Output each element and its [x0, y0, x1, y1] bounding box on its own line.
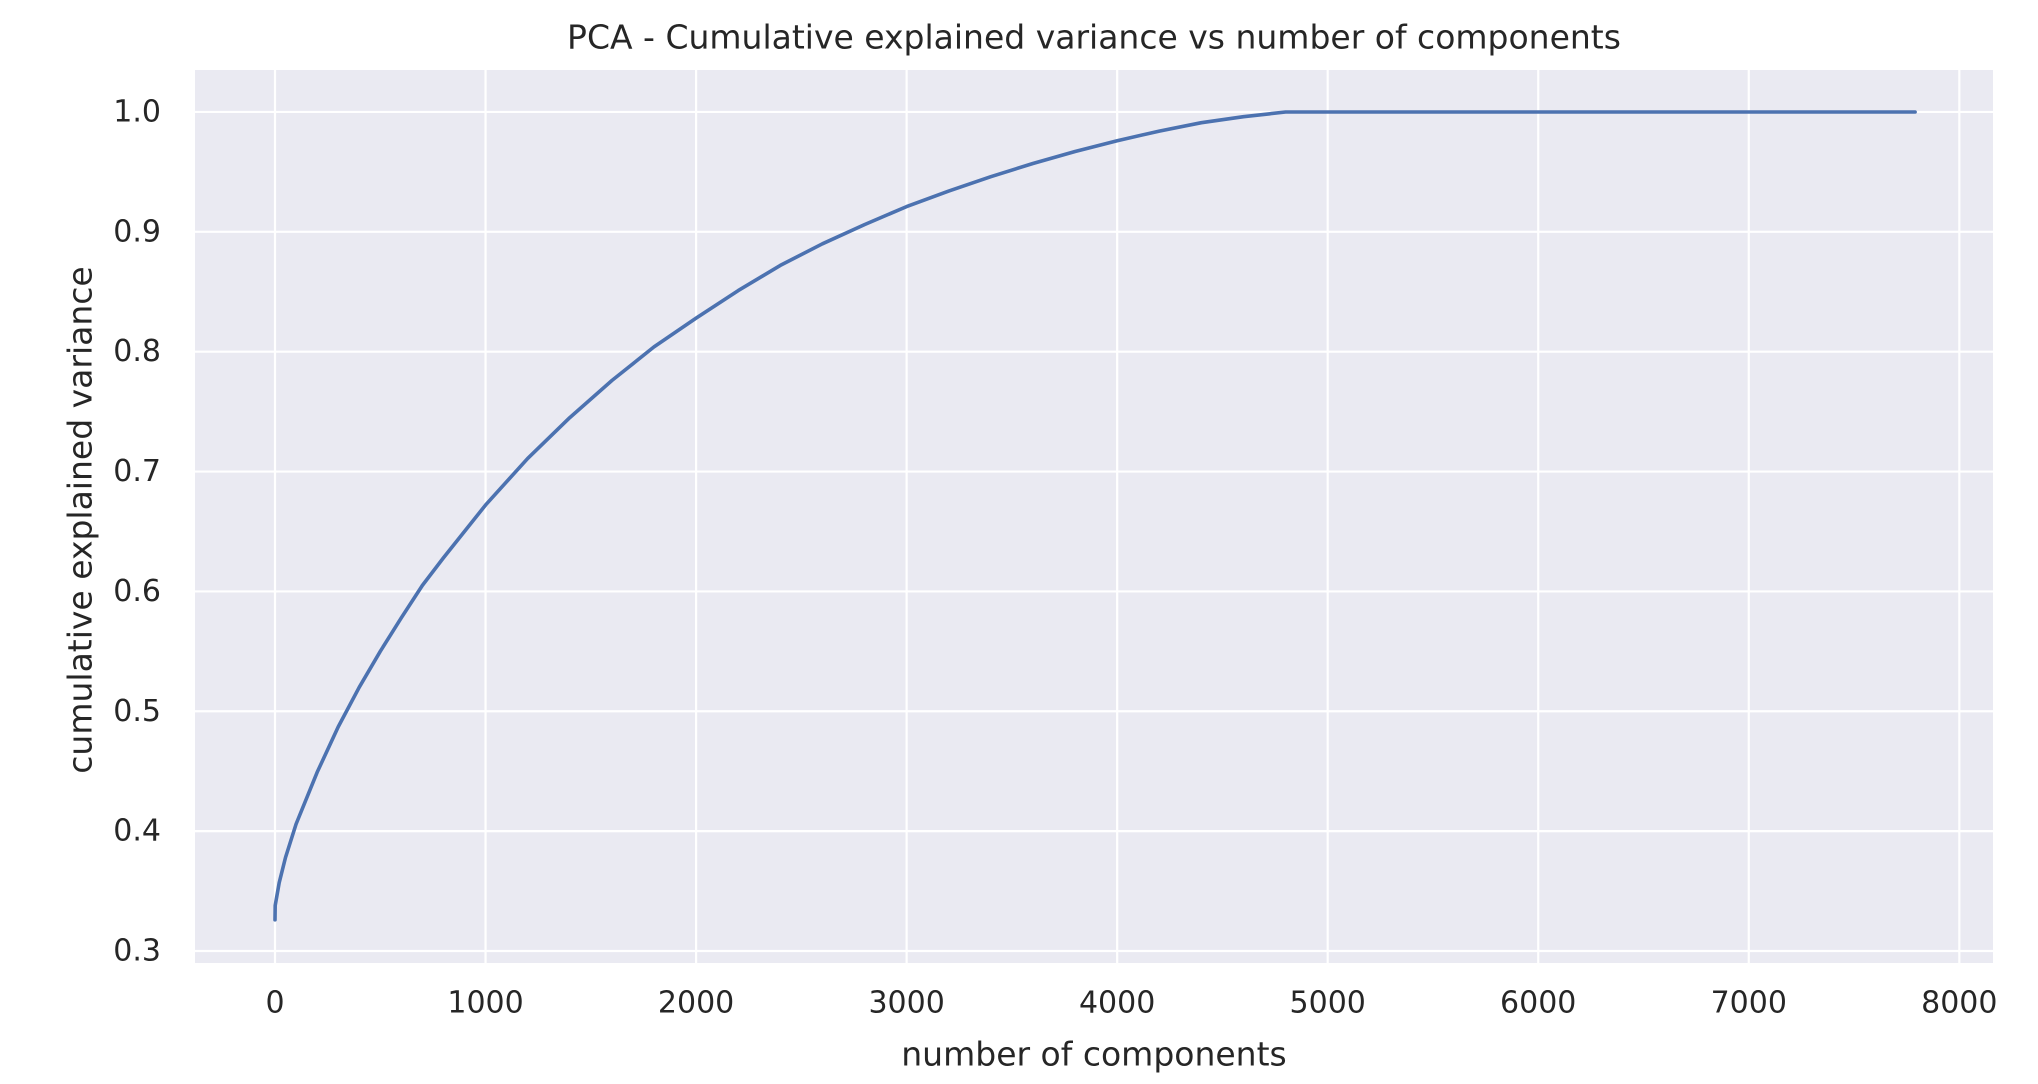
x-tick-label: 5000 — [1290, 986, 1366, 1021]
x-tick-label: 0 — [265, 986, 284, 1021]
x-tick-label: 6000 — [1500, 986, 1576, 1021]
y-tick-label: 0.4 — [113, 814, 161, 849]
y-tick-label: 0.7 — [113, 454, 161, 489]
x-tick-label: 7000 — [1711, 986, 1787, 1021]
plot-area — [195, 70, 1993, 963]
y-tick-label: 1.0 — [113, 94, 161, 129]
series-layer — [273, 110, 1917, 922]
y-axis-label: cumulative explained variance — [61, 266, 100, 773]
y-tick-label: 0.5 — [113, 694, 161, 729]
x-tick-label: 1000 — [447, 986, 523, 1021]
y-tick-labels: 0.3 0.4 0.5 0.6 0.7 0.8 0.9 1.0 — [113, 94, 161, 968]
x-tick-labels: 0 1000 2000 3000 4000 5000 6000 7000 8000 — [265, 986, 1997, 1021]
series-line — [273, 110, 1917, 922]
x-axis-label: number of components — [901, 1035, 1286, 1074]
y-tick-label: 0.8 — [113, 334, 161, 369]
x-tick-label: 8000 — [1921, 986, 1997, 1021]
x-tick-label: 2000 — [658, 986, 734, 1021]
y-tick-label: 0.3 — [113, 934, 161, 969]
x-tick-label: 3000 — [868, 986, 944, 1021]
chart-title: PCA - Cumulative explained variance vs n… — [567, 18, 1621, 57]
y-tick-label: 0.9 — [113, 214, 161, 249]
x-tick-label: 4000 — [1079, 986, 1155, 1021]
grid-lines — [195, 70, 1993, 963]
y-tick-label: 0.6 — [113, 574, 161, 609]
